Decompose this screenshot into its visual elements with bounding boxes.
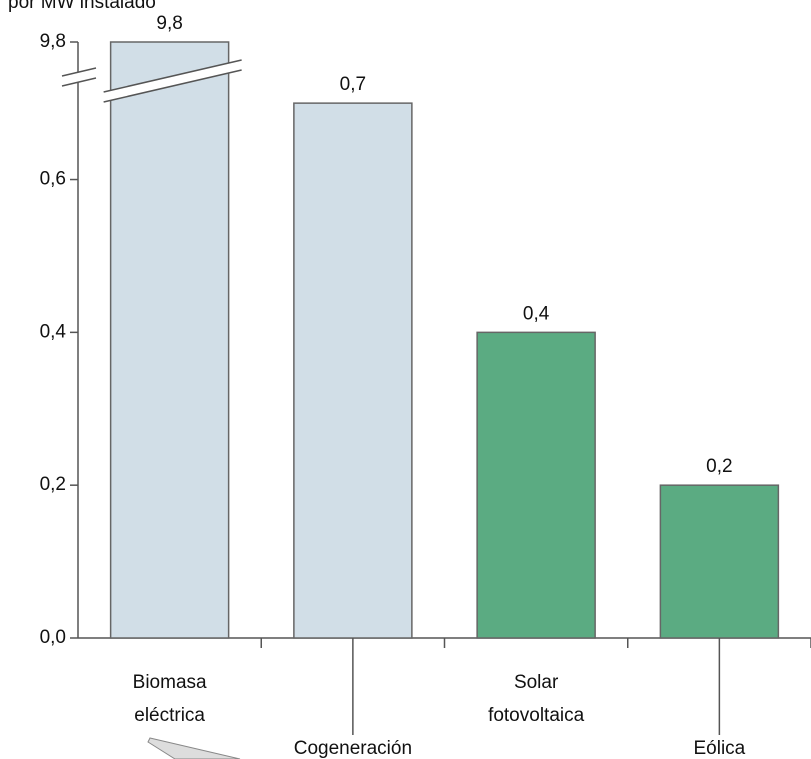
y-tick-label: 0,6 (40, 169, 66, 190)
axis-break-gap (103, 60, 242, 102)
value-label: 0,2 (706, 456, 732, 477)
x-tick-label: Cogeneración (293, 738, 413, 759)
value-label: 0,4 (523, 303, 550, 324)
value-label: 9,8 (156, 13, 182, 34)
y-tick-label: 0,0 (40, 627, 66, 648)
axis-break-line (61, 77, 97, 87)
bar (659, 484, 780, 639)
bar (476, 331, 596, 639)
chart-title: por MW instalado (8, 0, 156, 13)
value-label: 0,7 (340, 74, 366, 95)
decor-arrow (147, 737, 241, 759)
x-tick-label: Solar fotovoltaica (488, 672, 585, 726)
axis-break-line (103, 69, 242, 103)
y-tick-label: 0,4 (40, 321, 67, 342)
x-tick-label: Eólica (693, 738, 746, 759)
axis-break-line (61, 67, 97, 77)
y-tick-label: 0,2 (40, 474, 66, 495)
bar (109, 41, 230, 639)
bar (293, 102, 413, 639)
x-tick-label: Biomasa eléctrica (132, 672, 207, 726)
axis-break-gap (62, 68, 96, 86)
axis-break-line (103, 59, 242, 93)
y-tick-label: 9,8 (40, 31, 66, 52)
